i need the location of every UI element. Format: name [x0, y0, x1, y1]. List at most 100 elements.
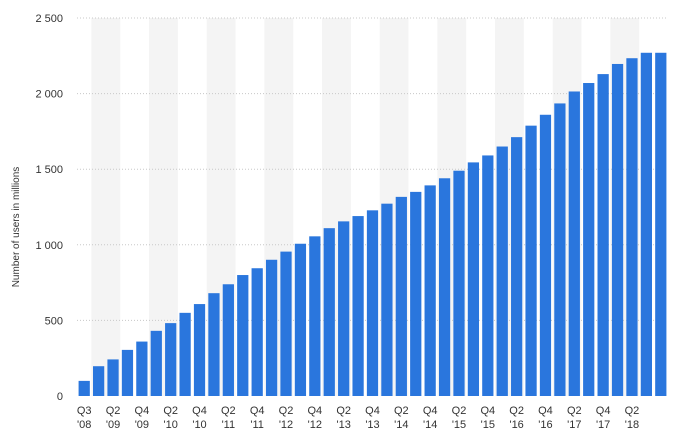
bar — [496, 146, 508, 396]
bar — [395, 196, 407, 396]
x-tick-label: Q4'11 — [250, 405, 265, 431]
bar — [280, 251, 292, 396]
x-tick-label: Q2'13 — [336, 405, 351, 431]
y-tick-label: 0 — [57, 391, 63, 403]
x-tick-label: Q4'14 — [423, 405, 438, 431]
x-tick-year: '10 — [164, 419, 178, 431]
background-band — [91, 18, 121, 396]
y-tick-label: 1 000 — [35, 240, 63, 252]
bar — [165, 323, 177, 396]
x-tick-quarter: Q2 — [221, 405, 236, 417]
y-axis-label: Number of users in millions — [11, 167, 22, 288]
x-tick-quarter: Q4 — [538, 405, 553, 417]
x-tick-quarter: Q4 — [596, 405, 611, 417]
x-tick-year: '12 — [308, 419, 322, 431]
x-tick-quarter: Q2 — [336, 405, 351, 417]
x-tick-label: Q2'11 — [221, 405, 236, 431]
bar — [554, 103, 566, 396]
x-tick-year: '13 — [336, 419, 350, 431]
x-tick-year: '14 — [423, 419, 437, 431]
x-tick-year: '12 — [279, 419, 293, 431]
bar — [525, 125, 537, 396]
bar — [107, 359, 119, 396]
bar — [93, 366, 105, 396]
bar — [179, 312, 191, 396]
bar — [265, 259, 278, 396]
bar — [467, 162, 480, 396]
y-tick-label: 500 — [45, 315, 63, 327]
x-tick-year: '17 — [567, 419, 581, 431]
bar — [482, 155, 494, 396]
x-tick-label: Q4'13 — [365, 405, 380, 431]
bar — [381, 203, 393, 396]
bar — [655, 52, 667, 396]
bar — [366, 210, 379, 396]
x-tick-quarter: Q2 — [625, 405, 640, 417]
bar — [78, 380, 90, 396]
bar — [309, 236, 321, 396]
bar — [237, 275, 249, 396]
x-tick-label: Q2'15 — [452, 405, 467, 431]
bar — [208, 293, 220, 396]
x-tick-label: Q2'10 — [163, 405, 178, 431]
bar — [323, 228, 335, 396]
x-tick-year: '14 — [394, 419, 408, 431]
x-tick-quarter: Q2 — [163, 405, 178, 417]
bar — [539, 114, 552, 396]
bar — [640, 52, 652, 396]
x-tick-year: '16 — [538, 419, 552, 431]
x-tick-year: '15 — [481, 419, 495, 431]
x-tick-quarter: Q4 — [480, 405, 495, 417]
x-tick-year: '13 — [365, 419, 379, 431]
x-tick-quarter: Q4 — [423, 405, 438, 417]
bar — [294, 243, 307, 396]
bar — [438, 178, 451, 396]
bar — [121, 349, 134, 396]
bar — [453, 170, 465, 396]
x-tick-year: '09 — [135, 419, 149, 431]
x-tick-quarter: Q2 — [394, 405, 409, 417]
x-tick-label: Q4'16 — [538, 405, 553, 431]
x-tick-label: Q2'16 — [509, 405, 524, 431]
y-tick-label: 2 000 — [35, 89, 63, 101]
x-tick-label: Q2'18 — [625, 405, 640, 431]
bar — [150, 330, 162, 396]
x-tick-year: '16 — [509, 419, 523, 431]
x-tick-year: '11 — [222, 419, 236, 431]
bar — [626, 58, 638, 396]
x-tick-quarter: Q4 — [365, 405, 380, 417]
x-tick-year: '10 — [192, 419, 206, 431]
x-tick-quarter: Q4 — [192, 405, 207, 417]
x-tick-year: '15 — [452, 419, 466, 431]
x-tick-year: '17 — [596, 419, 610, 431]
x-tick-quarter: Q2 — [567, 405, 582, 417]
x-tick-year: '11 — [250, 419, 264, 431]
x-tick-label: Q4'17 — [596, 405, 611, 431]
x-tick-label: Q4'10 — [192, 405, 207, 431]
bar — [511, 137, 523, 396]
bar — [568, 91, 580, 396]
x-tick-year: '09 — [106, 419, 120, 431]
bar — [136, 341, 148, 396]
x-tick-label: Q2'17 — [567, 405, 582, 431]
x-tick-quarter: Q4 — [307, 405, 322, 417]
bar — [410, 191, 422, 396]
bar — [597, 74, 609, 396]
x-tick-quarter: Q3 — [77, 405, 92, 417]
y-tick-label: 1 500 — [35, 164, 63, 176]
x-tick-quarter: Q4 — [250, 405, 265, 417]
x-tick-year: '18 — [625, 419, 639, 431]
bars — [78, 52, 667, 397]
bar — [338, 221, 350, 396]
bar — [583, 83, 595, 397]
x-tick-year: '08 — [77, 419, 91, 431]
x-tick-label: Q4'12 — [307, 405, 322, 431]
y-axis-ticks: 0 500 1 000 1 500 2 000 2 500 — [35, 13, 63, 403]
x-tick-quarter: Q2 — [452, 405, 467, 417]
x-tick-quarter: Q2 — [509, 405, 524, 417]
x-tick-label: Q2'14 — [394, 405, 409, 431]
bar — [251, 268, 263, 396]
x-tick-quarter: Q4 — [135, 405, 150, 417]
bar — [352, 216, 364, 396]
